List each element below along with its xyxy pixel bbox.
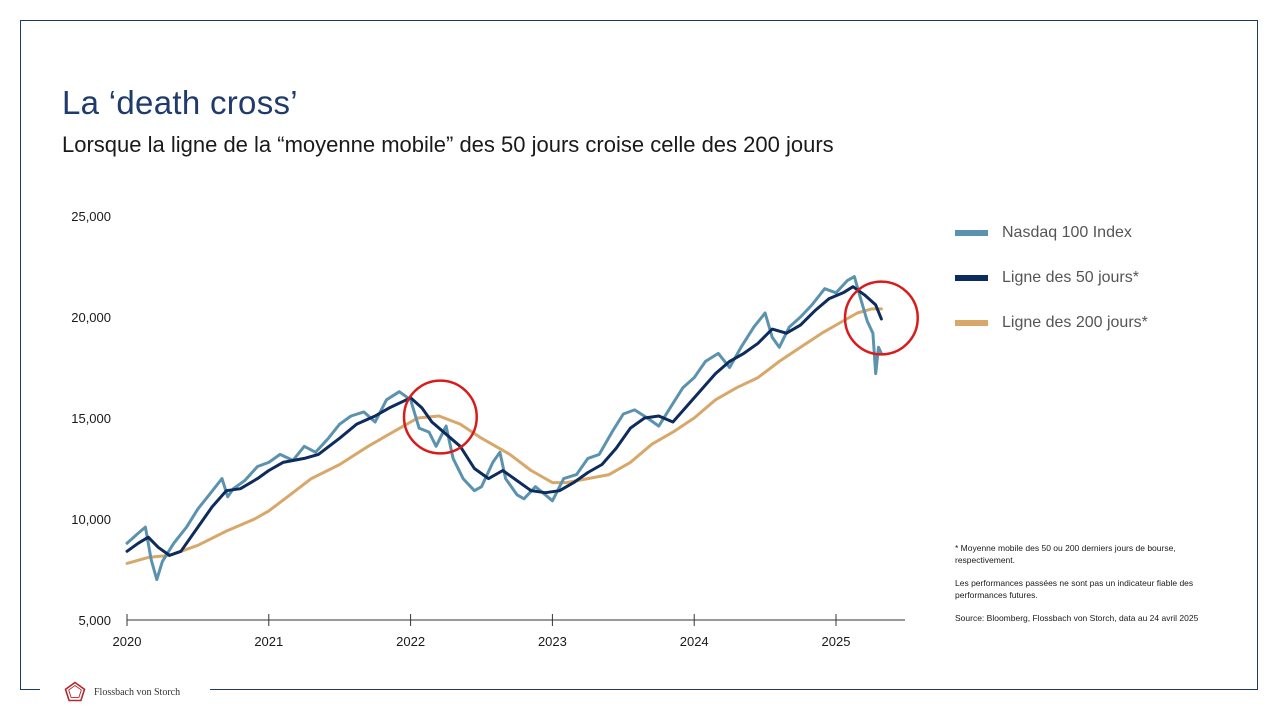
series-nasdaq-100 <box>125 275 883 582</box>
highlight-circle-death-cross-2025 <box>843 280 919 356</box>
highlight-circle-death-cross-2022 <box>402 379 478 455</box>
slide-frame <box>20 20 1258 690</box>
legend-swatch-nasdaq <box>955 229 988 236</box>
chart-highlights <box>402 280 919 455</box>
x-tick-label: 2023 <box>538 634 567 649</box>
chart-series-group <box>125 275 883 582</box>
legend-item-50-day: Ligne des 50 jours* <box>955 255 1148 300</box>
legend-label-nasdaq: Nasdaq 100 Index <box>1002 223 1132 241</box>
legend-item-nasdaq: Nasdaq 100 Index <box>955 210 1148 255</box>
flossbach-logo-icon <box>64 681 86 702</box>
y-tick-label: 20,000 <box>71 310 111 325</box>
brand-name: Flossbach von Storch <box>94 686 181 698</box>
y-tick-label: 25,000 <box>71 209 111 224</box>
legend-swatch-200-day <box>955 319 988 326</box>
footer-brand: Flossbach von Storch <box>64 681 180 703</box>
series-200-day-line <box>125 307 883 565</box>
y-axis: 25,000 20,000 15,000 10,000 5,000 <box>71 209 111 628</box>
y-tick-label: 5,000 <box>78 613 111 628</box>
x-tick-label: 2020 <box>113 634 142 649</box>
slide-title: La ‘death cross’ <box>62 84 298 121</box>
y-tick-label: 10,000 <box>71 512 111 527</box>
source-text: Source: Bloomberg, Flossbach von Storch,… <box>955 613 1199 623</box>
x-axis: 2020 2021 2022 2023 2024 2025 <box>113 614 905 649</box>
chart-notes: * Moyenne mobile des 50 ou 200 derniers … <box>955 542 1223 635</box>
x-tick-label: 2024 <box>680 634 709 649</box>
legend-label-200-day: Ligne des 200 jours* <box>1002 313 1148 331</box>
series-50-day-line <box>125 285 883 557</box>
x-tick-label: 2021 <box>254 634 283 649</box>
chart-legend: Nasdaq 100 Index Ligne des 50 jours* Lig… <box>955 210 1148 345</box>
disclaimer-text: Les performances passées ne sont pas un … <box>955 578 1194 600</box>
footnote-text: * Moyenne mobile des 50 ou 200 derniers … <box>955 543 1176 565</box>
x-tick-label: 2025 <box>822 634 851 649</box>
x-tick-label: 2022 <box>396 634 425 649</box>
slide-subtitle: Lorsque la ligne de la “moyenne mobile” … <box>62 132 834 157</box>
y-tick-label: 15,000 <box>71 411 111 426</box>
legend-label-50-day: Ligne des 50 jours* <box>1002 268 1139 286</box>
legend-swatch-50-day <box>955 274 988 281</box>
legend-item-200-day: Ligne des 200 jours* <box>955 300 1148 345</box>
